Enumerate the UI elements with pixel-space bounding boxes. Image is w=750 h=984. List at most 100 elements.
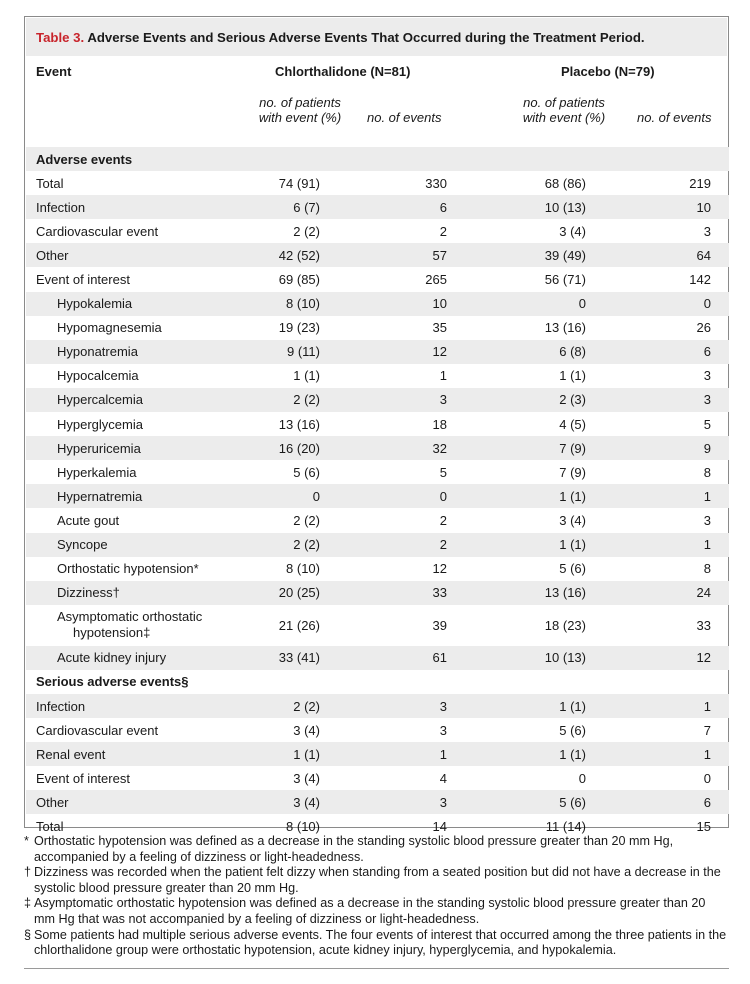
event-label: Cardiovascular event	[36, 722, 159, 738]
table-row: Total 8 (10) 14 11 (14) 15	[26, 814, 729, 838]
chlorthalidone-patients-cell: 21 (26)	[278, 617, 320, 633]
footnote: § Some patients had multiple serious adve…	[24, 928, 729, 959]
chlorthalidone-events-cell: 1	[360, 742, 480, 767]
chlorthalidone-patients-cell: 8 (10)	[286, 561, 320, 577]
footnote-text: Dizziness was recorded when the patient …	[34, 865, 721, 895]
event-label-line2: hypotension‡	[73, 625, 151, 641]
chlorthalidone-events-cell: 32	[360, 436, 480, 461]
event-label: Event of interest	[36, 770, 130, 786]
footnote: ‡ Asymptomatic orthostatic hypotension wa…	[24, 896, 729, 927]
placebo-patients-cell: 2 (3)	[480, 387, 615, 413]
subheader-patients-chlorthalidone: no. of patients with event (%)	[240, 95, 360, 125]
placebo-events-cell: 1	[615, 742, 729, 767]
placebo-events-cell: 24	[615, 580, 729, 605]
footnotes: * Orthostatic hypotension was defined as …	[24, 834, 729, 959]
placebo-patients-cell	[480, 147, 615, 172]
chlorthalidone-patients-cell	[240, 147, 360, 172]
footnote-text: Orthostatic hypotension was defined as a…	[34, 834, 674, 864]
subheader-events-placebo: no. of events	[637, 110, 712, 125]
chlorthalidone-patients-cell: 20 (25)	[240, 580, 360, 605]
chlorthalidone-events-cell: 10	[360, 291, 480, 316]
chlorthalidone-patients-cell	[240, 670, 360, 694]
placebo-events-cell: 10	[615, 195, 729, 220]
header-placebo: Placebo (N=79)	[561, 64, 655, 79]
placebo-events-cell: 9	[615, 436, 729, 461]
placebo-events-cell: 3	[703, 223, 711, 239]
placebo-patients-cell: 4 (5)	[559, 416, 586, 432]
chlorthalidone-patients-cell: 3 (4)	[293, 770, 320, 786]
footnote-text: Asymptomatic orthostatic hypotension was…	[34, 896, 706, 926]
subheader-line2: with event (%)	[522, 110, 606, 125]
table-number: Table 3.	[36, 30, 85, 45]
subheader-line2: with event (%)	[258, 110, 342, 125]
placebo-events-cell: 6	[615, 339, 729, 364]
section-header-row: Serious adverse events§	[26, 670, 729, 694]
table-row: Hypokalemia 8 (10) 10 0 0	[26, 291, 729, 316]
chlorthalidone-events-cell: 33	[360, 580, 480, 605]
table-row: Hyperglycemia 13 (16) 18 4 (5) 5	[26, 412, 729, 436]
section-header-row: Adverse events	[26, 147, 729, 172]
chlorthalidone-patients-cell: 2 (2)	[240, 532, 360, 557]
placebo-patients-cell: 1 (1)	[480, 742, 615, 767]
chlorthalidone-events-cell	[360, 670, 480, 694]
placebo-events-cell	[615, 670, 729, 694]
chlorthalidone-patients-cell: 0	[240, 484, 360, 509]
adverse-events-table: Adverse events Total 74 (91) 330 68 (86) 219 I…	[26, 147, 729, 839]
placebo-events-cell: 8	[703, 561, 711, 577]
placebo-events-cell: 0	[703, 770, 711, 786]
footnote: * Orthostatic hypotension was defined as …	[24, 834, 729, 865]
table-row: Infection 6 (7) 6 10 (13) 10	[26, 195, 729, 220]
event-label: Other	[26, 243, 240, 268]
subheader-line1: no. of patients	[259, 95, 341, 110]
event-label: Asymptomatic orthostatic hypotension‡	[26, 605, 240, 646]
placebo-patients-cell: 13 (16)	[544, 320, 586, 336]
chlorthalidone-patients-cell: 69 (85)	[278, 272, 320, 288]
chlorthalidone-patients-cell: 3 (4)	[293, 722, 320, 738]
placebo-events-cell: 1	[615, 484, 729, 509]
placebo-patients-cell: 3 (4)	[559, 223, 586, 239]
chlorthalidone-patients-cell: 19 (23)	[278, 320, 320, 336]
event-label: Cardiovascular event	[36, 223, 159, 239]
chlorthalidone-patients-cell: 2 (2)	[240, 387, 360, 413]
event-label: Acute gout	[57, 512, 120, 528]
chlorthalidone-patients-cell: 74 (91)	[278, 175, 320, 191]
chlorthalidone-events-cell: 12	[432, 561, 447, 577]
table-row: Hypercalcemia 2 (2) 3 2 (3) 3	[26, 387, 729, 413]
chlorthalidone-patients-cell: 2 (2)	[293, 223, 320, 239]
event-label: Acute kidney injury	[26, 645, 240, 670]
chlorthalidone-events-cell: 2	[439, 223, 447, 239]
chlorthalidone-patients-cell: 1 (1)	[240, 742, 360, 767]
event-label: Renal event	[26, 742, 240, 767]
table-row: Hyperuricemia 16 (20) 32 7 (9) 9	[26, 436, 729, 461]
footnote-symbol: †	[24, 865, 32, 880]
table-row: Acute gout 2 (2) 2 3 (4) 3	[26, 508, 729, 532]
event-label: Dizziness†	[26, 580, 240, 605]
chlorthalidone-events-cell: 39	[432, 617, 447, 633]
chlorthalidone-events-cell: 0	[360, 484, 480, 509]
chlorthalidone-patients-cell: 16 (20)	[240, 436, 360, 461]
footnote-symbol: ‡	[24, 896, 32, 911]
table-row: Infection 2 (2) 3 1 (1) 1	[26, 693, 729, 719]
placebo-patients-cell: 7 (9)	[480, 436, 615, 461]
placebo-patients-cell: 1 (1)	[480, 532, 615, 557]
event-label: Hyperuricemia	[26, 436, 240, 461]
chlorthalidone-events-cell: 14	[432, 818, 447, 834]
chlorthalidone-events-cell: 12	[360, 339, 480, 364]
bottom-rule	[24, 968, 729, 969]
chlorthalidone-events-cell: 4	[439, 770, 447, 786]
placebo-events-cell: 3	[615, 387, 729, 413]
subheader-patients-placebo: no. of patients with event (%)	[499, 95, 629, 125]
placebo-events-cell: 142	[689, 272, 711, 288]
chlorthalidone-events-cell: 5	[439, 464, 447, 480]
placebo-events-cell: 15	[696, 818, 711, 834]
placebo-events-cell: 3	[703, 512, 711, 528]
chlorthalidone-events-cell	[360, 147, 480, 172]
placebo-patients-cell: 1 (1)	[559, 368, 586, 384]
placebo-events-cell: 1	[615, 693, 729, 719]
table-row: Hypernatremia 0 0 1 (1) 1	[26, 484, 729, 509]
chlorthalidone-events-cell: 2	[360, 532, 480, 557]
table-row: Hyponatremia 9 (11) 12 6 (8) 6	[26, 339, 729, 364]
table-row: Renal event 1 (1) 1 1 (1) 1	[26, 742, 729, 767]
chlorthalidone-patients-cell: 6 (7)	[240, 195, 360, 220]
chlorthalidone-patients-cell: 8 (10)	[240, 291, 360, 316]
